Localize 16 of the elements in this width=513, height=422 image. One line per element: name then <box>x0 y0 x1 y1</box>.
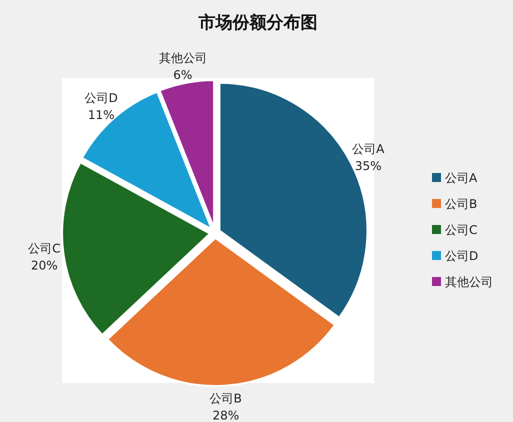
data-label: 35% <box>354 158 382 173</box>
legend-label: 公司B <box>445 197 478 211</box>
legend-label: 公司D <box>445 249 478 263</box>
slice-label: 其他公司 <box>158 51 207 66</box>
data-label: 28% <box>212 408 240 422</box>
legend-label: 公司A <box>445 171 478 185</box>
chart-title: 市场份额分布图 <box>198 13 318 33</box>
slice-label: 公司D <box>84 90 118 105</box>
data-label: 6% <box>173 68 192 82</box>
data-label: 11% <box>88 108 115 122</box>
slice-label: 公司C <box>28 242 61 256</box>
slice-label: 公司A <box>352 142 386 156</box>
legend-label: 其他公司 <box>445 275 493 289</box>
legend-label: 公司C <box>445 223 478 237</box>
slice-label: 公司B <box>210 392 242 406</box>
data-label: 20% <box>31 258 58 273</box>
